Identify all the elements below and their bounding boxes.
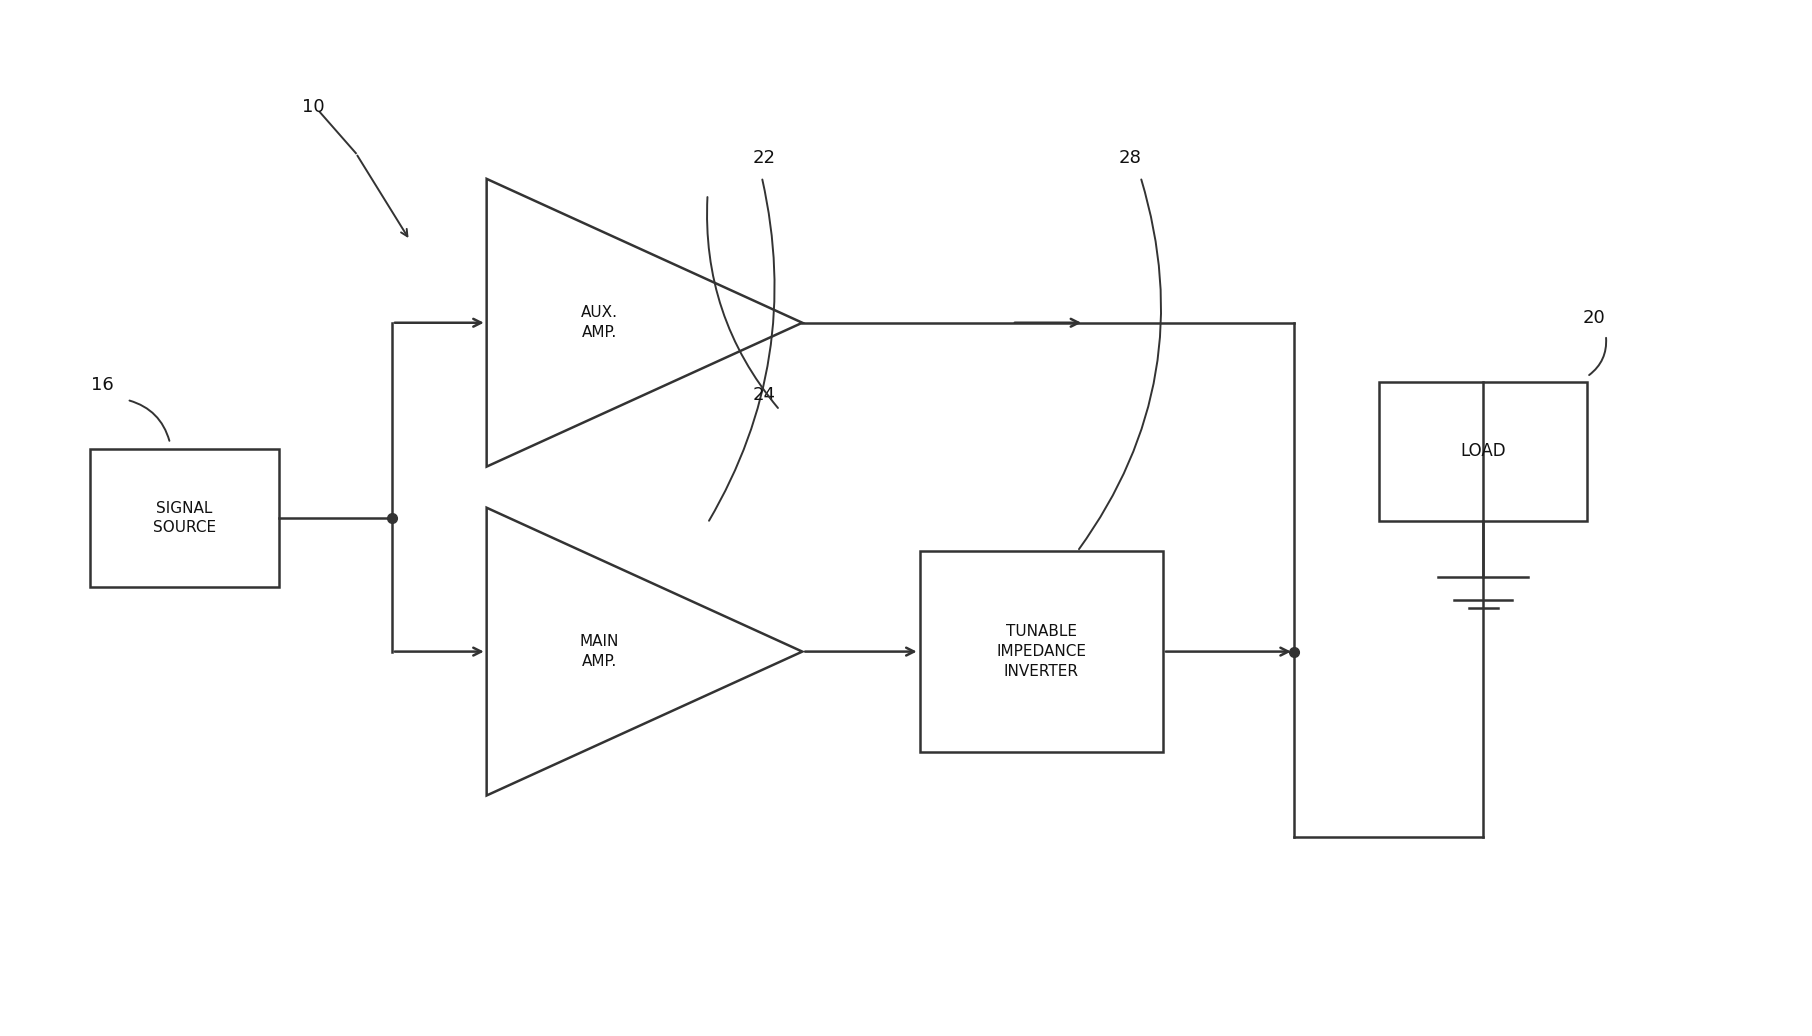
Text: 20: 20	[1582, 309, 1605, 326]
Text: 16: 16	[91, 375, 114, 394]
Text: LOAD: LOAD	[1460, 442, 1506, 460]
FancyBboxPatch shape	[1379, 382, 1587, 520]
Text: 10: 10	[303, 98, 324, 116]
Text: AUX.
AMP.: AUX. AMP.	[582, 306, 618, 340]
FancyBboxPatch shape	[91, 449, 279, 587]
FancyBboxPatch shape	[919, 551, 1163, 752]
Text: 28: 28	[1118, 149, 1142, 168]
Text: TUNABLE
IMPEDANCE
INVERTER: TUNABLE IMPEDANCE INVERTER	[997, 625, 1085, 679]
Text: MAIN
AMP.: MAIN AMP.	[580, 634, 620, 669]
Text: 22: 22	[752, 149, 776, 168]
Text: 24: 24	[752, 385, 776, 404]
Text: SIGNAL
SOURCE: SIGNAL SOURCE	[152, 500, 216, 536]
